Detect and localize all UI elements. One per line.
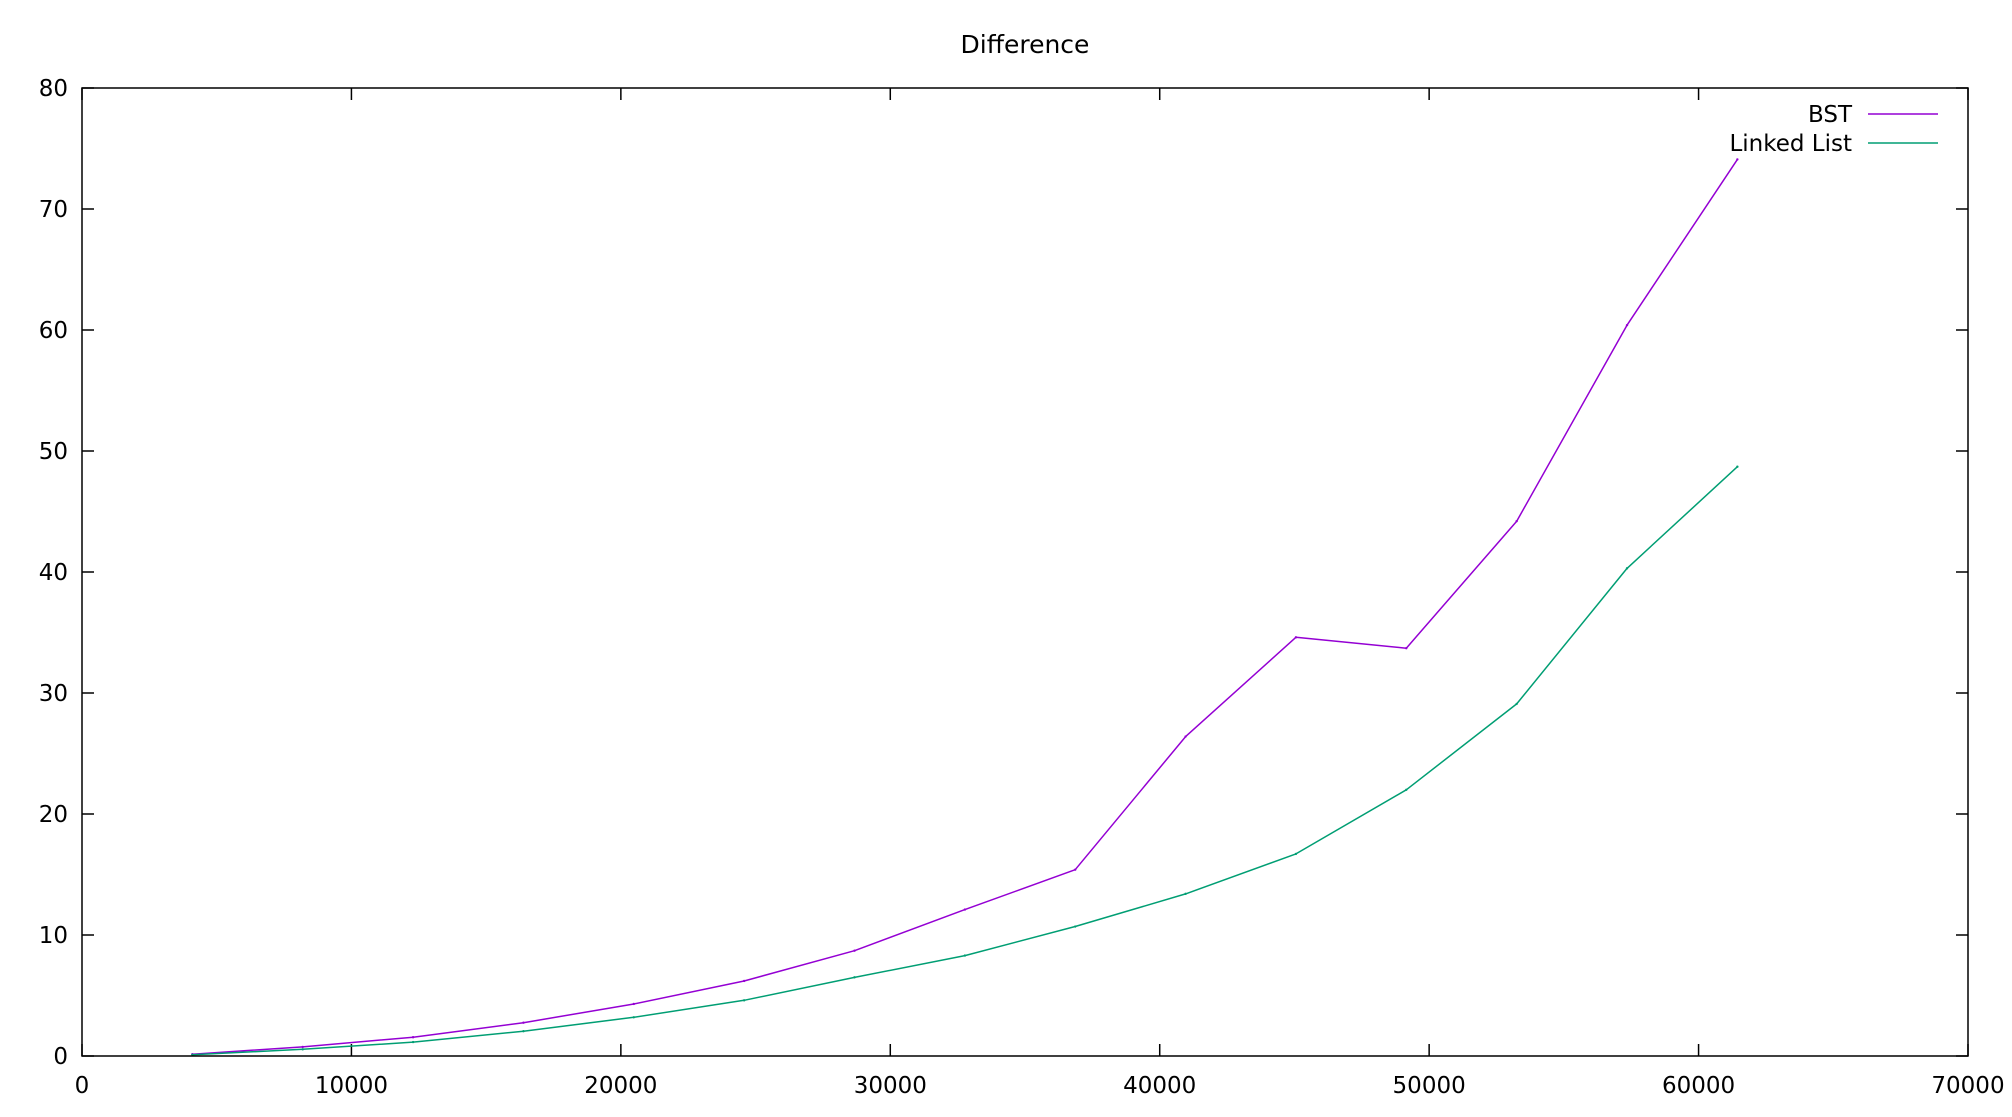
x-tick-label: 40000 (1123, 1073, 1196, 1099)
data-point (1074, 868, 1077, 871)
y-tick-label: 70 (39, 197, 68, 223)
y-tick-label: 80 (39, 76, 68, 102)
y-tick-label: 30 (39, 681, 68, 707)
data-point (1294, 852, 1298, 856)
y-tick-label: 20 (39, 802, 68, 828)
data-point (411, 1040, 415, 1044)
y-tick-label: 10 (39, 923, 68, 949)
x-tick-label: 50000 (1393, 1073, 1466, 1099)
y-tick-label: 40 (39, 560, 68, 586)
data-point (1736, 465, 1739, 468)
axis-ticks: 0 10000 20000 30000 40000 50000 60000 70000 0 10 2… (39, 76, 2005, 1099)
data-point (1074, 925, 1077, 928)
data-point (1184, 892, 1187, 896)
data-point (632, 1016, 635, 1019)
data-point (742, 979, 746, 983)
plot-frame (81, 87, 1969, 1057)
data-point (522, 1021, 525, 1024)
data-point (522, 1029, 525, 1033)
plot-series (191, 158, 1739, 1056)
y-tick-label: 0 (53, 1044, 68, 1070)
data-point (853, 949, 856, 952)
data-point (301, 1048, 304, 1051)
data-point (632, 1002, 635, 1006)
data-point (1405, 647, 1408, 650)
data-point (1405, 788, 1408, 791)
data-point (301, 1045, 304, 1049)
x-tick-label: 10000 (315, 1073, 388, 1099)
data-point (1625, 567, 1629, 570)
data-point (1736, 158, 1739, 161)
x-tick-label: 70000 (1931, 1073, 2004, 1099)
data-point (411, 1036, 415, 1039)
data-point (1625, 323, 1629, 327)
data-point (963, 908, 967, 911)
y-tick-label: 60 (39, 318, 68, 344)
x-tick-label: 20000 (584, 1073, 657, 1099)
y-tick-label: 50 (39, 439, 68, 465)
data-point (1184, 735, 1187, 738)
data-point (1515, 702, 1518, 706)
data-point (1515, 519, 1518, 523)
data-point (742, 999, 746, 1002)
x-tick-label: 0 (75, 1073, 90, 1099)
x-tick-label: 30000 (854, 1073, 927, 1099)
legend: BST Linked List (1729, 102, 1938, 157)
legend-label: Linked List (1729, 131, 1852, 157)
series-line-0 (192, 158, 1739, 1055)
x-tick-label: 60000 (1662, 1073, 1735, 1099)
series-line-1 (192, 466, 1738, 1056)
legend-label: BST (1808, 102, 1853, 128)
data-point (1294, 636, 1298, 639)
chart-title: Difference (961, 30, 1090, 59)
data-point (853, 976, 856, 979)
data-point (963, 954, 967, 957)
